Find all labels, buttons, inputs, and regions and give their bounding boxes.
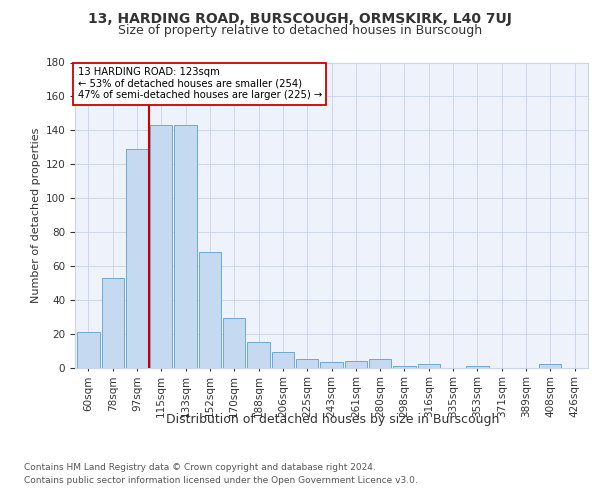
Text: 13 HARDING ROAD: 123sqm
← 53% of detached houses are smaller (254)
47% of semi-d: 13 HARDING ROAD: 123sqm ← 53% of detache…	[77, 67, 322, 100]
Bar	[126, 149, 148, 368]
Bar	[393, 366, 416, 368]
Bar	[369, 359, 391, 368]
Bar	[199, 252, 221, 368]
Bar	[101, 278, 124, 368]
Bar	[539, 364, 562, 368]
Bar	[247, 342, 270, 367]
Text: Contains HM Land Registry data © Crown copyright and database right 2024.: Contains HM Land Registry data © Crown c…	[24, 464, 376, 472]
Bar	[272, 352, 294, 368]
Bar	[175, 125, 197, 368]
Bar	[418, 364, 440, 368]
Bar	[344, 360, 367, 368]
Bar	[77, 332, 100, 368]
Bar	[466, 366, 488, 368]
Bar	[223, 318, 245, 368]
Y-axis label: Number of detached properties: Number of detached properties	[31, 128, 41, 302]
Text: 13, HARDING ROAD, BURSCOUGH, ORMSKIRK, L40 7UJ: 13, HARDING ROAD, BURSCOUGH, ORMSKIRK, L…	[88, 12, 512, 26]
Text: Contains public sector information licensed under the Open Government Licence v3: Contains public sector information licen…	[24, 476, 418, 485]
Bar	[296, 359, 319, 368]
Text: Size of property relative to detached houses in Burscough: Size of property relative to detached ho…	[118, 24, 482, 37]
Text: Distribution of detached houses by size in Burscough: Distribution of detached houses by size …	[166, 412, 500, 426]
Bar	[150, 125, 172, 368]
Bar	[320, 362, 343, 368]
